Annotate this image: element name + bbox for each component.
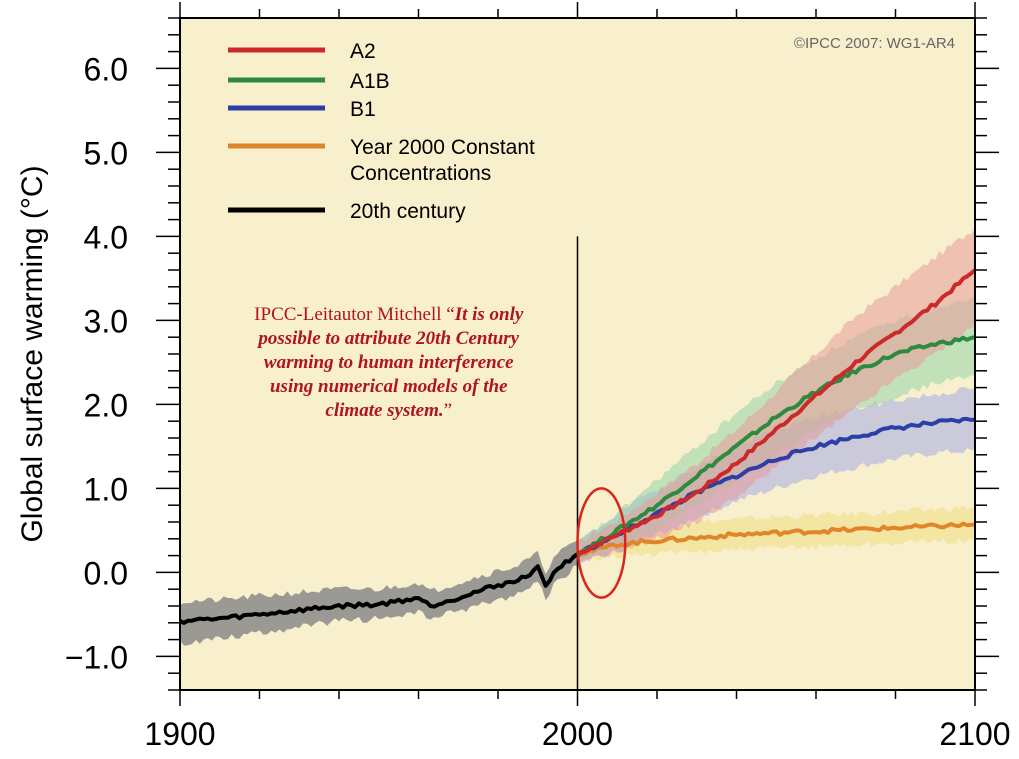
y-tick-label: 0.0 [84,555,128,591]
legend: A2 A1B B1 Year 2000 Constant Concentrations 2… [228,40,535,223]
x-tick-label: 1900 [144,716,215,752]
quote-line: climate system.” [325,400,452,421]
y-tick-label: 3.0 [84,303,128,339]
y-axis-label: Global surface warming (°C) [16,165,49,542]
y-tick-label: 4.0 [84,219,128,255]
legend-label-line: Year 2000 Constant [350,136,535,159]
quote-segment: warming to human interference [264,352,514,373]
quote-segment: It is only [454,304,524,325]
legend-label: A2 [350,40,376,63]
highlight-ellipse [576,487,627,599]
axes: −1.0 0.0 1.0 2.0 3.0 4.0 5.0 6.0 1900 2000 2100 Glo… [16,2,1011,752]
annotations: IPCC-Leitautor Mitchell “It is only possi… [254,35,955,690]
quote-segment: ” [444,400,452,421]
quote-segment: IPCC-Leitautor Mitchell “ [254,304,455,325]
quote-segment: climate system. [325,400,443,421]
quote-segment: using numerical models of the [270,376,508,397]
band-20th-century [180,540,578,646]
line-a1b [576,335,976,558]
y-tick-label: 6.0 [84,51,128,87]
quote-line: possible to attribute 20th Century [256,328,519,349]
series-lines [179,268,977,625]
quote-line: warming to human interference [264,352,514,373]
quote-line: IPCC-Leitautor Mitchell “It is only [254,304,524,325]
y-tick-label: 1.0 [84,471,128,507]
y-tick-label: 5.0 [84,135,128,171]
y-tick-label: 2.0 [84,387,128,423]
copyright-text: ©IPCC 2007: WG1-AR4 [794,35,955,52]
legend-label: Year 2000 Constant Concentrations [350,136,535,185]
line-a2 [576,268,977,556]
legend-label: B1 [350,98,376,121]
band-a2 [577,228,975,562]
x-tick-label: 2000 [542,716,613,752]
legend-label: A1B [350,70,390,93]
line-20th-century [179,552,579,625]
quote-segment: possible to attribute 20th Century [256,328,519,349]
quote-line: using numerical models of the [270,376,508,397]
y-tick-label: −1.0 [65,639,128,675]
x-tick-label: 2100 [939,716,1010,752]
line-year-2000-constant-concentrations [576,521,976,558]
legend-label-line: Concentrations [350,162,491,185]
legend-label: 20th century [350,200,466,223]
